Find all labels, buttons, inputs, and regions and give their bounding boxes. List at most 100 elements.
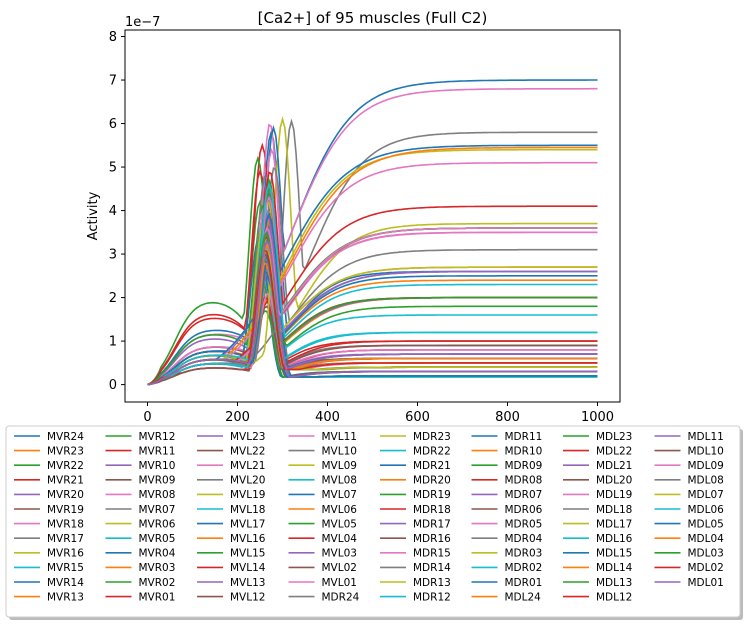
- legend-entry: MVR09: [105, 475, 175, 487]
- legend-label: MDL07: [688, 489, 724, 501]
- legend-label: MVL17: [230, 518, 265, 530]
- legend-label: MVR10: [139, 460, 176, 472]
- legend-label: MDR04: [505, 533, 543, 545]
- legend-label: MDR17: [413, 518, 451, 530]
- legend-entry: MVL02: [288, 562, 357, 574]
- legend-label: MDL15: [596, 548, 632, 560]
- legend-entry: MVR22: [14, 460, 84, 472]
- series-line-mvr21: [147, 142, 598, 386]
- legend-entry: MDL18: [563, 504, 632, 516]
- x-tick-label: 0: [143, 410, 151, 425]
- legend-entry: MVL11: [288, 431, 357, 443]
- legend-label: MDR24: [322, 591, 360, 603]
- legend-entry: MDR24: [288, 591, 360, 603]
- legend-entry: MDR02: [471, 562, 542, 574]
- legend-entry: MVL08: [288, 475, 357, 487]
- legend-entry: MVL21: [197, 460, 265, 472]
- legend-entry: MVR04: [105, 548, 176, 560]
- legend-label: MDR11: [505, 431, 543, 443]
- y-tick-label: 1: [109, 335, 117, 350]
- legend-label: MDR14: [413, 562, 451, 574]
- legend-label: MVR12: [139, 431, 176, 443]
- legend-label: MVL11: [322, 431, 357, 443]
- legend-label: MVL21: [230, 460, 265, 472]
- legend-label: MDL03: [688, 548, 724, 560]
- legend-label: MDL21: [596, 460, 632, 472]
- legend-entry: MDR14: [380, 562, 451, 574]
- series-line-mvr07: [147, 257, 598, 386]
- legend-label: MVL13: [230, 577, 265, 589]
- legend-label: MVL19: [230, 489, 265, 501]
- y-tick-label: 5: [109, 161, 117, 176]
- legend-label: MVL03: [322, 548, 357, 560]
- legend-label: MVL10: [322, 445, 357, 457]
- legend-label: MVR18: [47, 518, 84, 530]
- legend-label: MDR12: [413, 591, 451, 603]
- legend-entry: MVL12: [197, 591, 265, 603]
- legend-entry: MVR19: [14, 504, 84, 516]
- y-tick-label: 7: [109, 74, 117, 89]
- x-tick-label: 600: [405, 410, 430, 425]
- legend-label: MVR17: [47, 533, 84, 545]
- legend-label: MVR14: [47, 577, 84, 589]
- legend-entry: MDL06: [654, 504, 724, 516]
- legend-entry: MDR12: [380, 591, 451, 603]
- legend-entry: MVR11: [105, 445, 175, 457]
- legend-label: MVL23: [230, 431, 265, 443]
- legend-entry: MVL20: [197, 475, 265, 487]
- legend-label: MVR07: [139, 504, 176, 516]
- legend-entry: MDL05: [654, 518, 724, 530]
- legend-label: MVR03: [139, 562, 176, 574]
- legend-label: MDL20: [596, 475, 632, 487]
- legend-label: MVL14: [230, 562, 266, 574]
- legend-entry: MVL03: [288, 548, 357, 560]
- chart-title: [Ca2+] of 95 muscles (Full C2): [258, 9, 488, 27]
- plot-lines: [147, 79, 598, 386]
- legend-entry: MDR16: [380, 533, 451, 545]
- legend-label: MVL08: [322, 475, 357, 487]
- legend-entry: MDR21: [380, 460, 451, 472]
- legend-label: MDR23: [413, 431, 451, 443]
- legend-label: MDR18: [413, 504, 451, 516]
- legend-label: MVL15: [230, 548, 265, 560]
- x-tick-label: 800: [495, 410, 520, 425]
- series-line-mdr08: [147, 171, 598, 386]
- legend-entry: MDL20: [563, 475, 632, 487]
- legend-label: MDL09: [688, 460, 724, 472]
- legend-entry: MDL19: [563, 489, 632, 501]
- legend-entry: MVR15: [14, 562, 84, 574]
- legend-entry: MVR16: [14, 548, 84, 560]
- legend-entry: MDL15: [563, 548, 632, 560]
- legend-entry: MVR14: [14, 577, 84, 589]
- legend-label: MVL09: [322, 460, 357, 472]
- series-line-mvr22: [147, 199, 598, 386]
- legend-entry: MDR18: [380, 504, 451, 516]
- x-tick-label: 1000: [581, 410, 614, 425]
- legend-label: MVR21: [47, 475, 84, 487]
- legend-entry: MVR10: [105, 460, 176, 472]
- legend-entry: MDL11: [654, 431, 724, 443]
- legend-label: MDL11: [688, 431, 724, 443]
- legend-label: MDL01: [688, 577, 724, 589]
- legend-label: MVR20: [47, 489, 84, 501]
- legend-entry: MDL21: [563, 460, 632, 472]
- legend-label: MDL08: [688, 475, 724, 487]
- legend-label: MVL06: [322, 504, 358, 516]
- legend-entry: MDL02: [654, 562, 724, 574]
- legend-entry: MVL07: [288, 489, 357, 501]
- y-tick-label: 0: [109, 378, 117, 393]
- legend-entry: MDR17: [380, 518, 451, 530]
- legend-entry: MVL23: [197, 431, 265, 443]
- legend-entry: MDR01: [471, 577, 542, 589]
- legend-label: MDR03: [505, 548, 543, 560]
- series-line-mdl16: [147, 243, 598, 386]
- legend-label: MVR24: [47, 431, 84, 443]
- y-tick-label: 8: [109, 30, 117, 45]
- legend-entry: MVR13: [14, 591, 84, 603]
- legend-label: MVR22: [47, 460, 84, 472]
- legend-entry: MVR08: [105, 489, 175, 501]
- legend-entry: MDL01: [654, 577, 724, 589]
- legend-label: MDR21: [413, 460, 451, 472]
- legend-label: MDL13: [596, 577, 632, 589]
